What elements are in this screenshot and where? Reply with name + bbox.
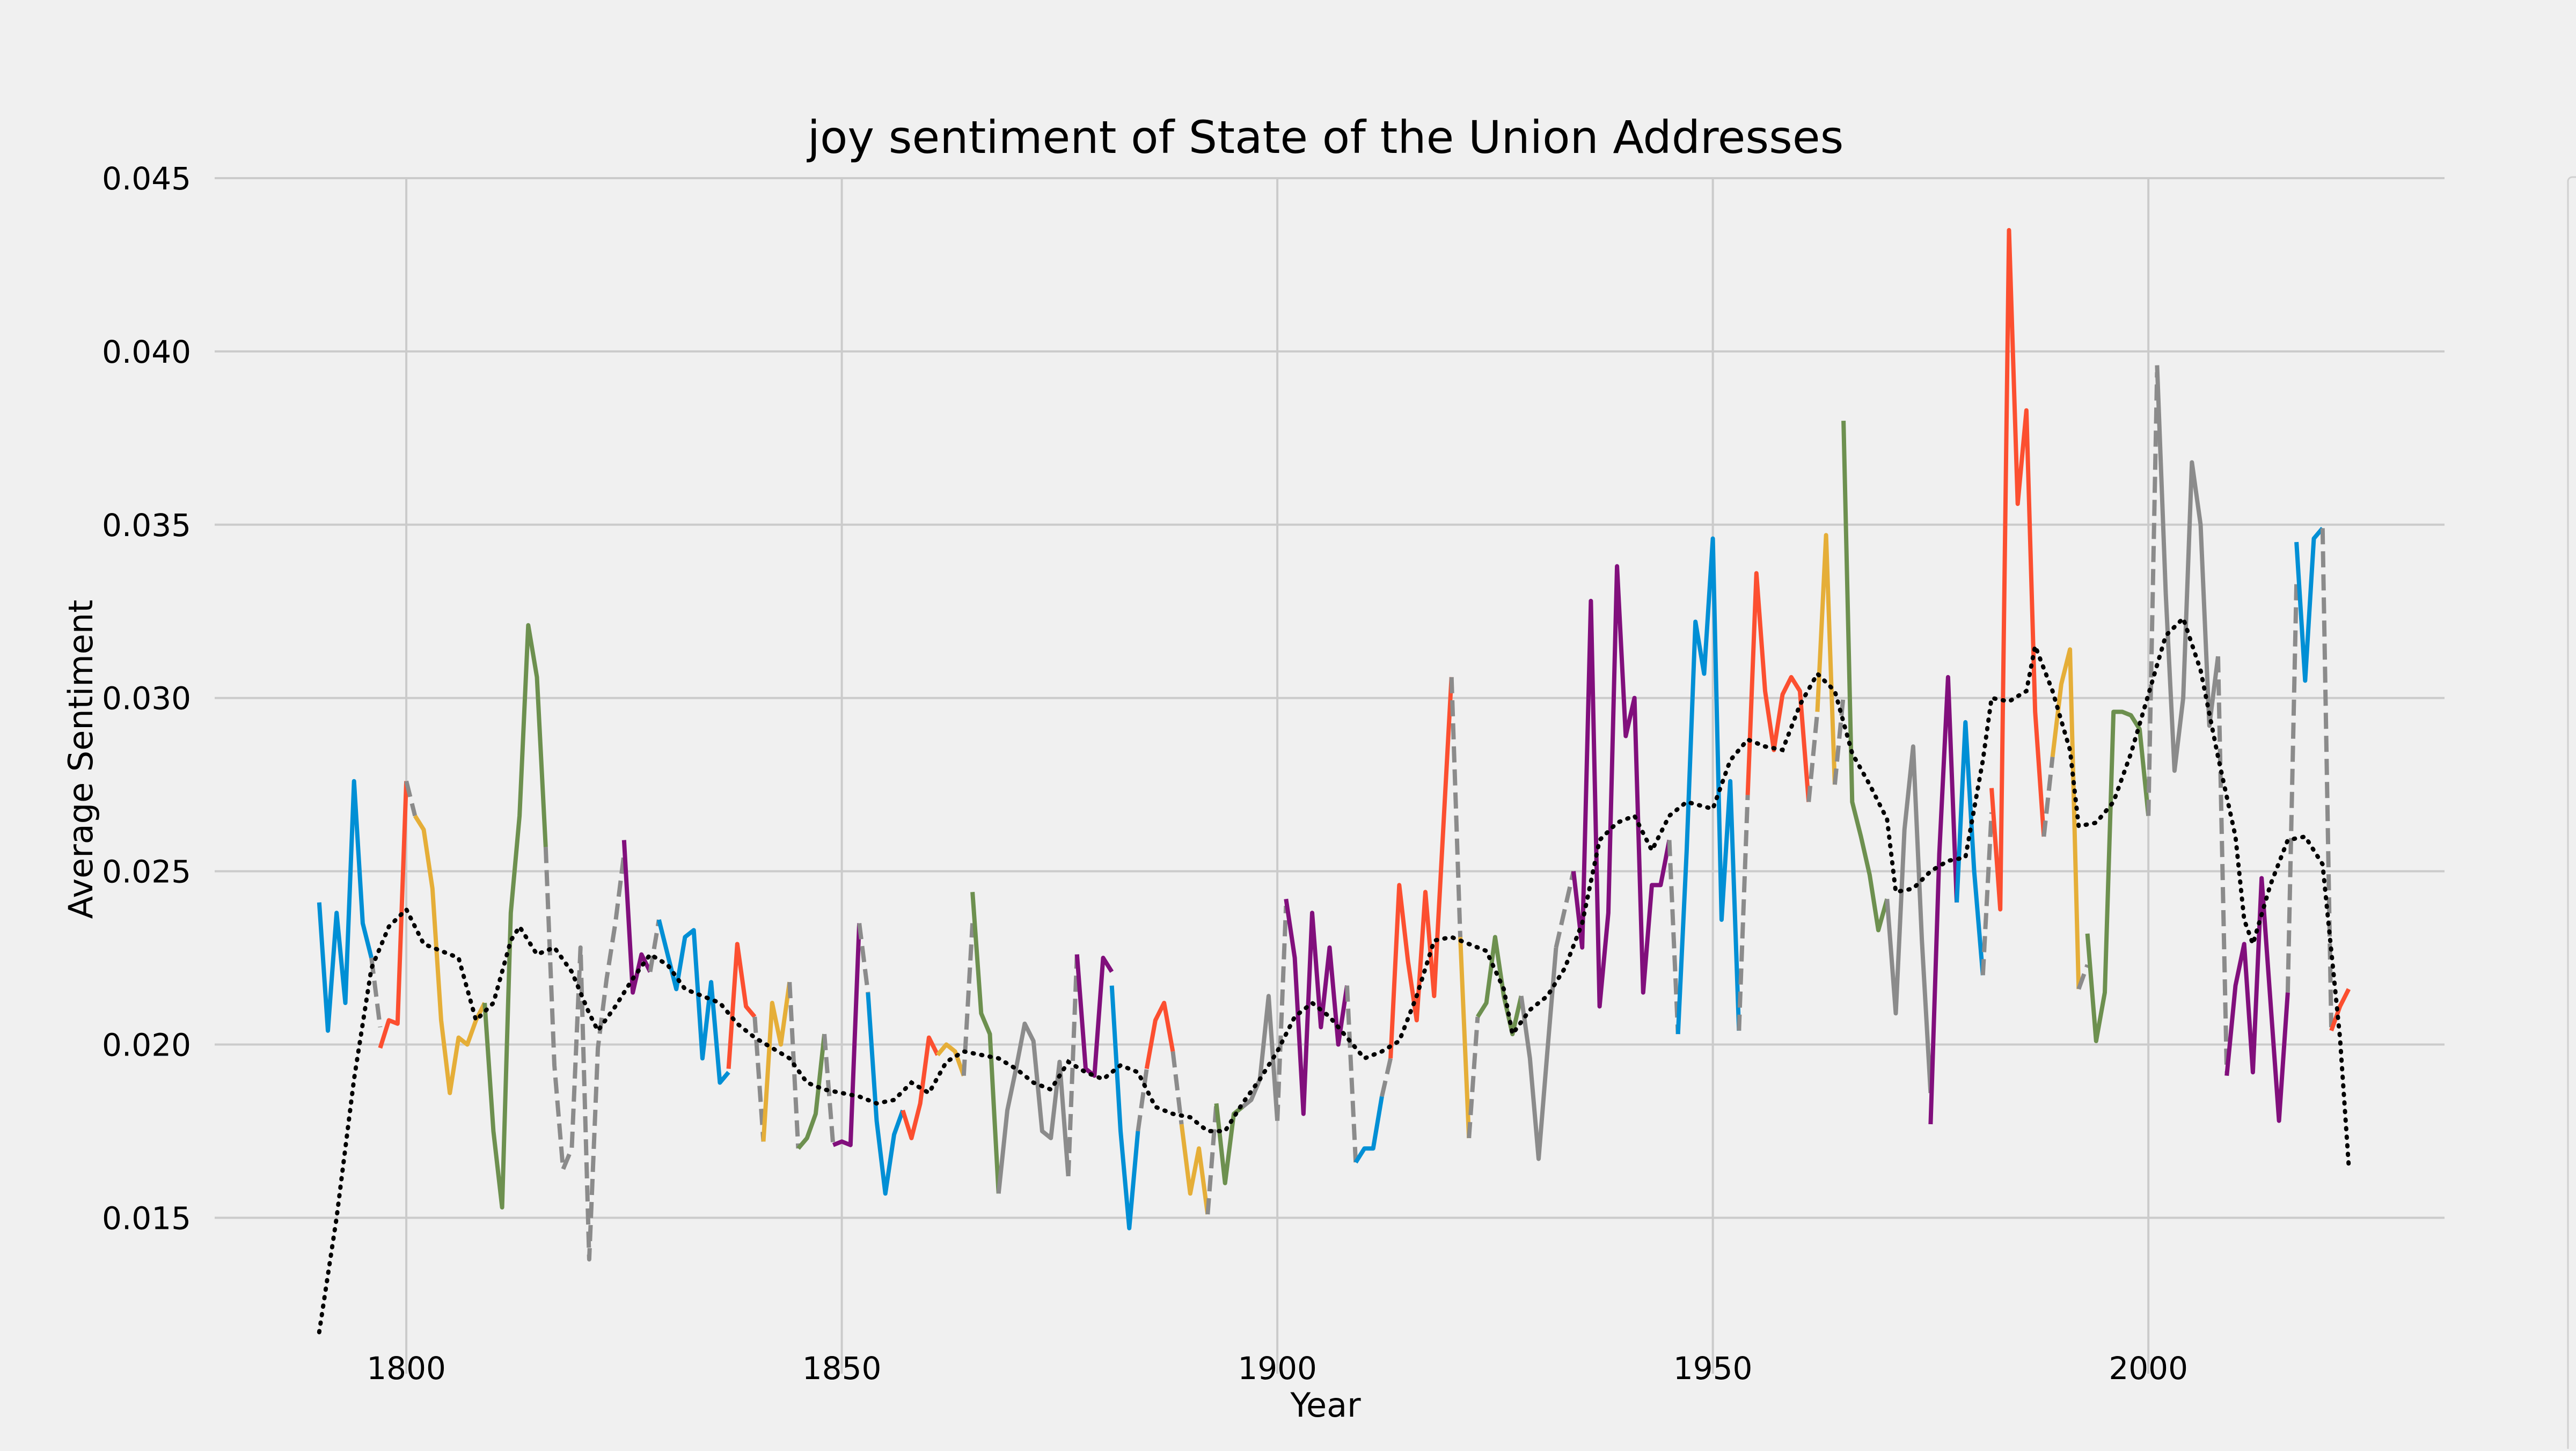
series-line-blue <box>1109 985 1140 1230</box>
series-line-blue <box>866 992 905 1196</box>
series-line-gray <box>2216 656 2229 1073</box>
series-line-gray <box>2320 528 2333 1028</box>
series-line-gray <box>1275 906 1289 1121</box>
series-line-red <box>1745 571 1811 802</box>
series-line-gray <box>1737 795 1750 1031</box>
series-line-red <box>901 1035 940 1140</box>
series-line-orange <box>1815 533 1837 785</box>
series-line-green <box>1214 1103 1244 1185</box>
series-line-blue <box>1353 1096 1384 1164</box>
x-axis-label: Year <box>1290 1386 1361 1425</box>
y-tick-label: 0.030 <box>102 680 191 717</box>
series-line-orange <box>1179 1124 1210 1215</box>
series-line-gray <box>1066 954 1079 1177</box>
x-tick-label: 1850 <box>802 1350 882 1387</box>
series-line-red <box>1388 677 1454 1059</box>
series-line-orange <box>936 1042 966 1076</box>
series-line-orange <box>1458 937 1472 1139</box>
series-line-purple <box>832 923 862 1147</box>
series-line-gray <box>1667 840 1680 1035</box>
series-line-gray <box>1170 1051 1184 1125</box>
series-line-purple <box>1571 564 1672 1009</box>
series-line-gray <box>2146 372 2160 816</box>
series-line-purple <box>1928 675 1959 1125</box>
series-line-gray <box>543 847 626 1262</box>
legend-box <box>2567 176 2576 1451</box>
series-line-gray <box>1205 1103 1219 1215</box>
y-tick-label: 0.020 <box>102 1027 191 1063</box>
y-tick-label: 0.015 <box>102 1200 191 1236</box>
series-line-purple <box>621 840 653 995</box>
series-line-gray <box>2041 757 2055 837</box>
moving-average-line <box>317 614 2351 1335</box>
series-line-green <box>1841 421 1890 933</box>
y-axis-label: Average Sentiment <box>61 600 100 919</box>
series-line-gray <box>1980 812 1994 976</box>
y-tick-label: 0.025 <box>102 854 191 890</box>
series-line-green <box>1476 935 1524 1037</box>
series-line-gray <box>369 957 383 1028</box>
legend <box>2567 176 2576 1451</box>
series-line-gray <box>404 780 418 817</box>
series-line-gray <box>996 1021 1071 1194</box>
series-line-gray <box>1449 677 1462 937</box>
series-line-red <box>1989 228 2046 912</box>
series-line-gray <box>648 919 661 972</box>
y-tick-label: 0.035 <box>102 507 191 544</box>
series <box>317 228 2351 1262</box>
series-line-gray <box>1806 712 1820 802</box>
series-line-red <box>1144 1001 1175 1069</box>
series-line-gray <box>2076 964 2090 990</box>
series-line-gray <box>1554 870 1576 948</box>
series-line-gray <box>1467 1016 1480 1139</box>
series-line-gray <box>857 923 870 993</box>
series-line-green <box>970 892 1001 1194</box>
series-line-gray <box>2155 365 2220 773</box>
series-line-orange <box>2050 647 2081 990</box>
series-line-blue <box>2294 526 2324 683</box>
y-tick-label: 0.045 <box>102 160 191 197</box>
x-tick-label: 1900 <box>1238 1350 1317 1387</box>
x-tick-label: 1800 <box>367 1350 446 1387</box>
series-line-orange <box>761 981 792 1142</box>
series-line-red <box>378 781 409 1049</box>
series-line-green <box>482 623 548 1210</box>
series-line-purple <box>2224 876 2290 1123</box>
grid <box>215 177 2445 1374</box>
series-line-gray <box>1519 947 1558 1161</box>
series-line-green <box>2085 709 2151 1043</box>
chart-title: joy sentiment of State of the Union Addr… <box>807 111 1844 164</box>
series-line-gray <box>1345 985 1358 1163</box>
moving-average <box>317 614 2351 1335</box>
series-line-blue <box>1675 536 1741 1035</box>
series-line-blue <box>317 779 374 1033</box>
tick-labels: 0.015 0.020 0.025 0.030 0.035 0.040 0.045 1800 1… <box>102 160 2188 1387</box>
series-line-gray <box>1885 744 1933 1094</box>
series-line-gray <box>752 1016 766 1142</box>
series-line-orange <box>413 815 487 1095</box>
y-tick-label: 0.040 <box>102 334 191 370</box>
series-line-green <box>796 1034 827 1150</box>
series-line-gray <box>1379 1058 1393 1097</box>
series-line-purple <box>1074 954 1114 1078</box>
series-line-blue <box>1955 720 1985 976</box>
series-line-red <box>2329 988 2351 1032</box>
series-line-gray <box>1136 1068 1149 1132</box>
x-tick-label: 1950 <box>1673 1350 1753 1387</box>
x-tick-label: 2000 <box>2109 1350 2188 1387</box>
series-line-red <box>726 942 757 1069</box>
